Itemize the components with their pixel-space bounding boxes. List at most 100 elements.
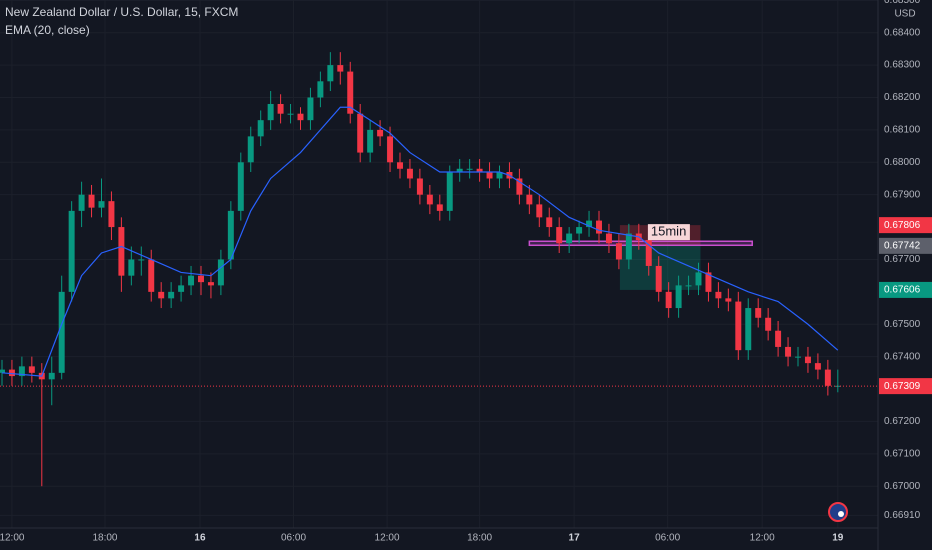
x-tick-label: 12:00 bbox=[750, 533, 775, 544]
candle-body bbox=[28, 366, 35, 373]
ema-line bbox=[1, 106, 839, 377]
candle-body bbox=[357, 113, 364, 153]
candle-body bbox=[8, 369, 15, 377]
candle-body bbox=[247, 136, 254, 163]
y-tick-label: 0.67900 bbox=[884, 189, 921, 200]
candle-body bbox=[237, 162, 244, 211]
position-label-bg bbox=[647, 224, 690, 241]
candle-body bbox=[307, 97, 314, 121]
price-tag bbox=[879, 281, 932, 298]
candle-body bbox=[18, 366, 25, 377]
candle-body bbox=[406, 168, 413, 179]
y-tick-label: 0.67000 bbox=[884, 481, 921, 492]
candle-body bbox=[257, 120, 264, 137]
candle-body bbox=[556, 227, 563, 244]
candle-body bbox=[785, 346, 792, 357]
flag-icon[interactable] bbox=[828, 502, 848, 522]
candle-body bbox=[615, 243, 622, 260]
candle-body bbox=[625, 233, 632, 260]
y-tick-label: 0.68000 bbox=[884, 157, 921, 168]
price-tag bbox=[879, 237, 932, 254]
x-tick-label: 19 bbox=[832, 533, 844, 544]
candle-body bbox=[108, 201, 115, 228]
y-tick-label: 0.67700 bbox=[884, 254, 921, 265]
candle-body bbox=[217, 259, 224, 286]
candle-body bbox=[715, 291, 722, 299]
x-tick-label: 16 bbox=[194, 533, 206, 544]
y-tick-label: 0.68500 bbox=[884, 0, 921, 6]
candle-body bbox=[158, 291, 165, 299]
candle-body bbox=[645, 240, 652, 266]
price-tag-label: 0.67742 bbox=[884, 241, 921, 252]
candle-body bbox=[78, 194, 85, 211]
candle-body bbox=[516, 178, 523, 195]
x-tick-label: 06:00 bbox=[281, 533, 306, 544]
candle-body bbox=[337, 65, 344, 72]
candle-body bbox=[725, 298, 732, 302]
y-tick-label: 0.68300 bbox=[884, 60, 921, 71]
candle-body bbox=[546, 217, 553, 228]
y-tick-label: 0.67200 bbox=[884, 416, 921, 427]
candle-body bbox=[536, 204, 543, 218]
chart-title: New Zealand Dollar / U.S. Dollar, 15, FX… bbox=[5, 5, 238, 19]
candle-body bbox=[178, 285, 185, 292]
candle-body bbox=[347, 71, 354, 114]
candle-body bbox=[685, 285, 692, 287]
candle-body bbox=[88, 194, 95, 208]
y-tick-label: 0.67400 bbox=[884, 351, 921, 362]
candle-body bbox=[227, 210, 234, 260]
candle-body bbox=[297, 113, 304, 121]
candle-body bbox=[795, 356, 801, 358]
price-tag-label: 0.67309 bbox=[884, 381, 921, 392]
grid bbox=[0, 0, 878, 528]
candle-body bbox=[705, 272, 712, 292]
y-tick-label: 0.68400 bbox=[884, 27, 921, 38]
candle-body bbox=[48, 372, 55, 380]
candle-body bbox=[436, 204, 443, 211]
candle-body bbox=[168, 291, 175, 299]
candle-body bbox=[277, 103, 284, 114]
candle-body bbox=[327, 65, 334, 82]
candle-body bbox=[655, 265, 662, 292]
candle-body bbox=[576, 227, 583, 234]
candle-body bbox=[148, 259, 155, 292]
y-tick-label: 0.67500 bbox=[884, 319, 921, 330]
candle-body bbox=[138, 259, 145, 261]
price-tag bbox=[879, 378, 932, 395]
candle-body bbox=[198, 275, 204, 283]
level-box bbox=[528, 240, 753, 247]
candle-body bbox=[0, 369, 5, 373]
candle-body bbox=[317, 81, 324, 98]
x-tick-label: 12:00 bbox=[0, 533, 25, 544]
candle-body bbox=[824, 369, 831, 386]
y-tick-label: 0.68100 bbox=[884, 125, 921, 136]
candle-body bbox=[526, 194, 533, 205]
currency-label: USD bbox=[894, 9, 915, 20]
candle-body bbox=[377, 129, 384, 137]
price-tag-label: 0.67606 bbox=[884, 285, 921, 296]
x-tick-label: 06:00 bbox=[655, 533, 680, 544]
candle-body bbox=[68, 210, 75, 292]
candle-body bbox=[605, 233, 612, 244]
x-tick-label: 17 bbox=[569, 533, 581, 544]
x-tick-label: 18:00 bbox=[92, 533, 117, 544]
candle-body bbox=[665, 291, 672, 309]
candle-body bbox=[416, 178, 423, 195]
y-tick-label: 0.68200 bbox=[884, 92, 921, 103]
y-tick-label: 0.67100 bbox=[884, 448, 921, 459]
candle-body bbox=[287, 113, 294, 115]
candle-body bbox=[367, 129, 374, 153]
candle-body bbox=[128, 259, 135, 276]
candle-body bbox=[466, 168, 473, 170]
position-label: 15min bbox=[651, 224, 686, 239]
candle-body bbox=[98, 201, 105, 208]
price-tag bbox=[879, 217, 932, 234]
candle-body bbox=[745, 308, 752, 351]
candle-body bbox=[387, 136, 394, 163]
price-tag-label: 0.67806 bbox=[884, 220, 921, 231]
indicator-label: EMA (20, close) bbox=[5, 23, 90, 37]
candle-body bbox=[675, 285, 682, 309]
x-tick-label: 18:00 bbox=[467, 533, 492, 544]
candle-body bbox=[496, 172, 503, 179]
